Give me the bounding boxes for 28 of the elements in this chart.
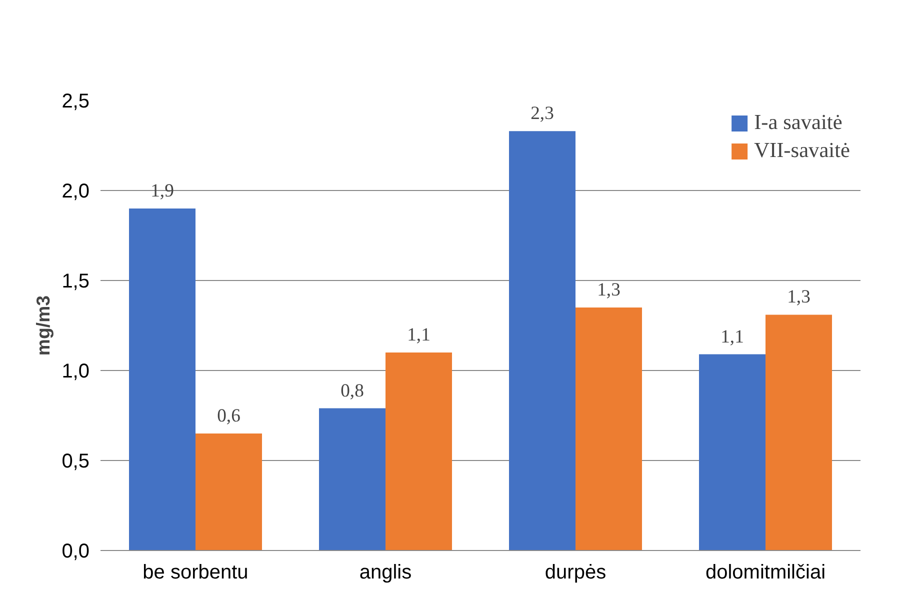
- y-tick-label: 2,5: [62, 90, 90, 112]
- y-tick-label: 1,0: [62, 360, 90, 382]
- x-tick-label: be sorbentu: [142, 562, 248, 584]
- legend-label: VII-savaitė: [754, 138, 850, 163]
- data-label: 0,8: [340, 380, 364, 402]
- bar: [766, 314, 832, 550]
- y-tick-label: 1,5: [62, 270, 90, 292]
- y-axis-title: mg/m3: [32, 295, 54, 356]
- data-label: 1,3: [787, 286, 810, 308]
- y-tick-label: 2,0: [62, 180, 90, 202]
- bar: [576, 308, 642, 550]
- data-label: 1,1: [407, 324, 430, 346]
- bar: [129, 208, 196, 550]
- bar: [319, 408, 386, 550]
- bar: [196, 434, 262, 550]
- data-label: 2,3: [530, 103, 554, 124]
- y-tick-label: 0,5: [62, 450, 90, 472]
- x-tick-label: anglis: [359, 562, 412, 584]
- bar: [509, 131, 576, 550]
- legend-label: I-a savaitė: [754, 110, 842, 135]
- data-label: 0,6: [217, 406, 240, 426]
- bar: [386, 352, 452, 550]
- y-tick-label: 0,0: [62, 540, 90, 562]
- data-label: 1,1: [720, 326, 744, 348]
- data-label: 1,3: [597, 280, 620, 300]
- x-tick-label: dolomitmilčiai: [705, 562, 826, 584]
- x-tick-label: durpės: [544, 562, 606, 584]
- bar: [699, 354, 766, 550]
